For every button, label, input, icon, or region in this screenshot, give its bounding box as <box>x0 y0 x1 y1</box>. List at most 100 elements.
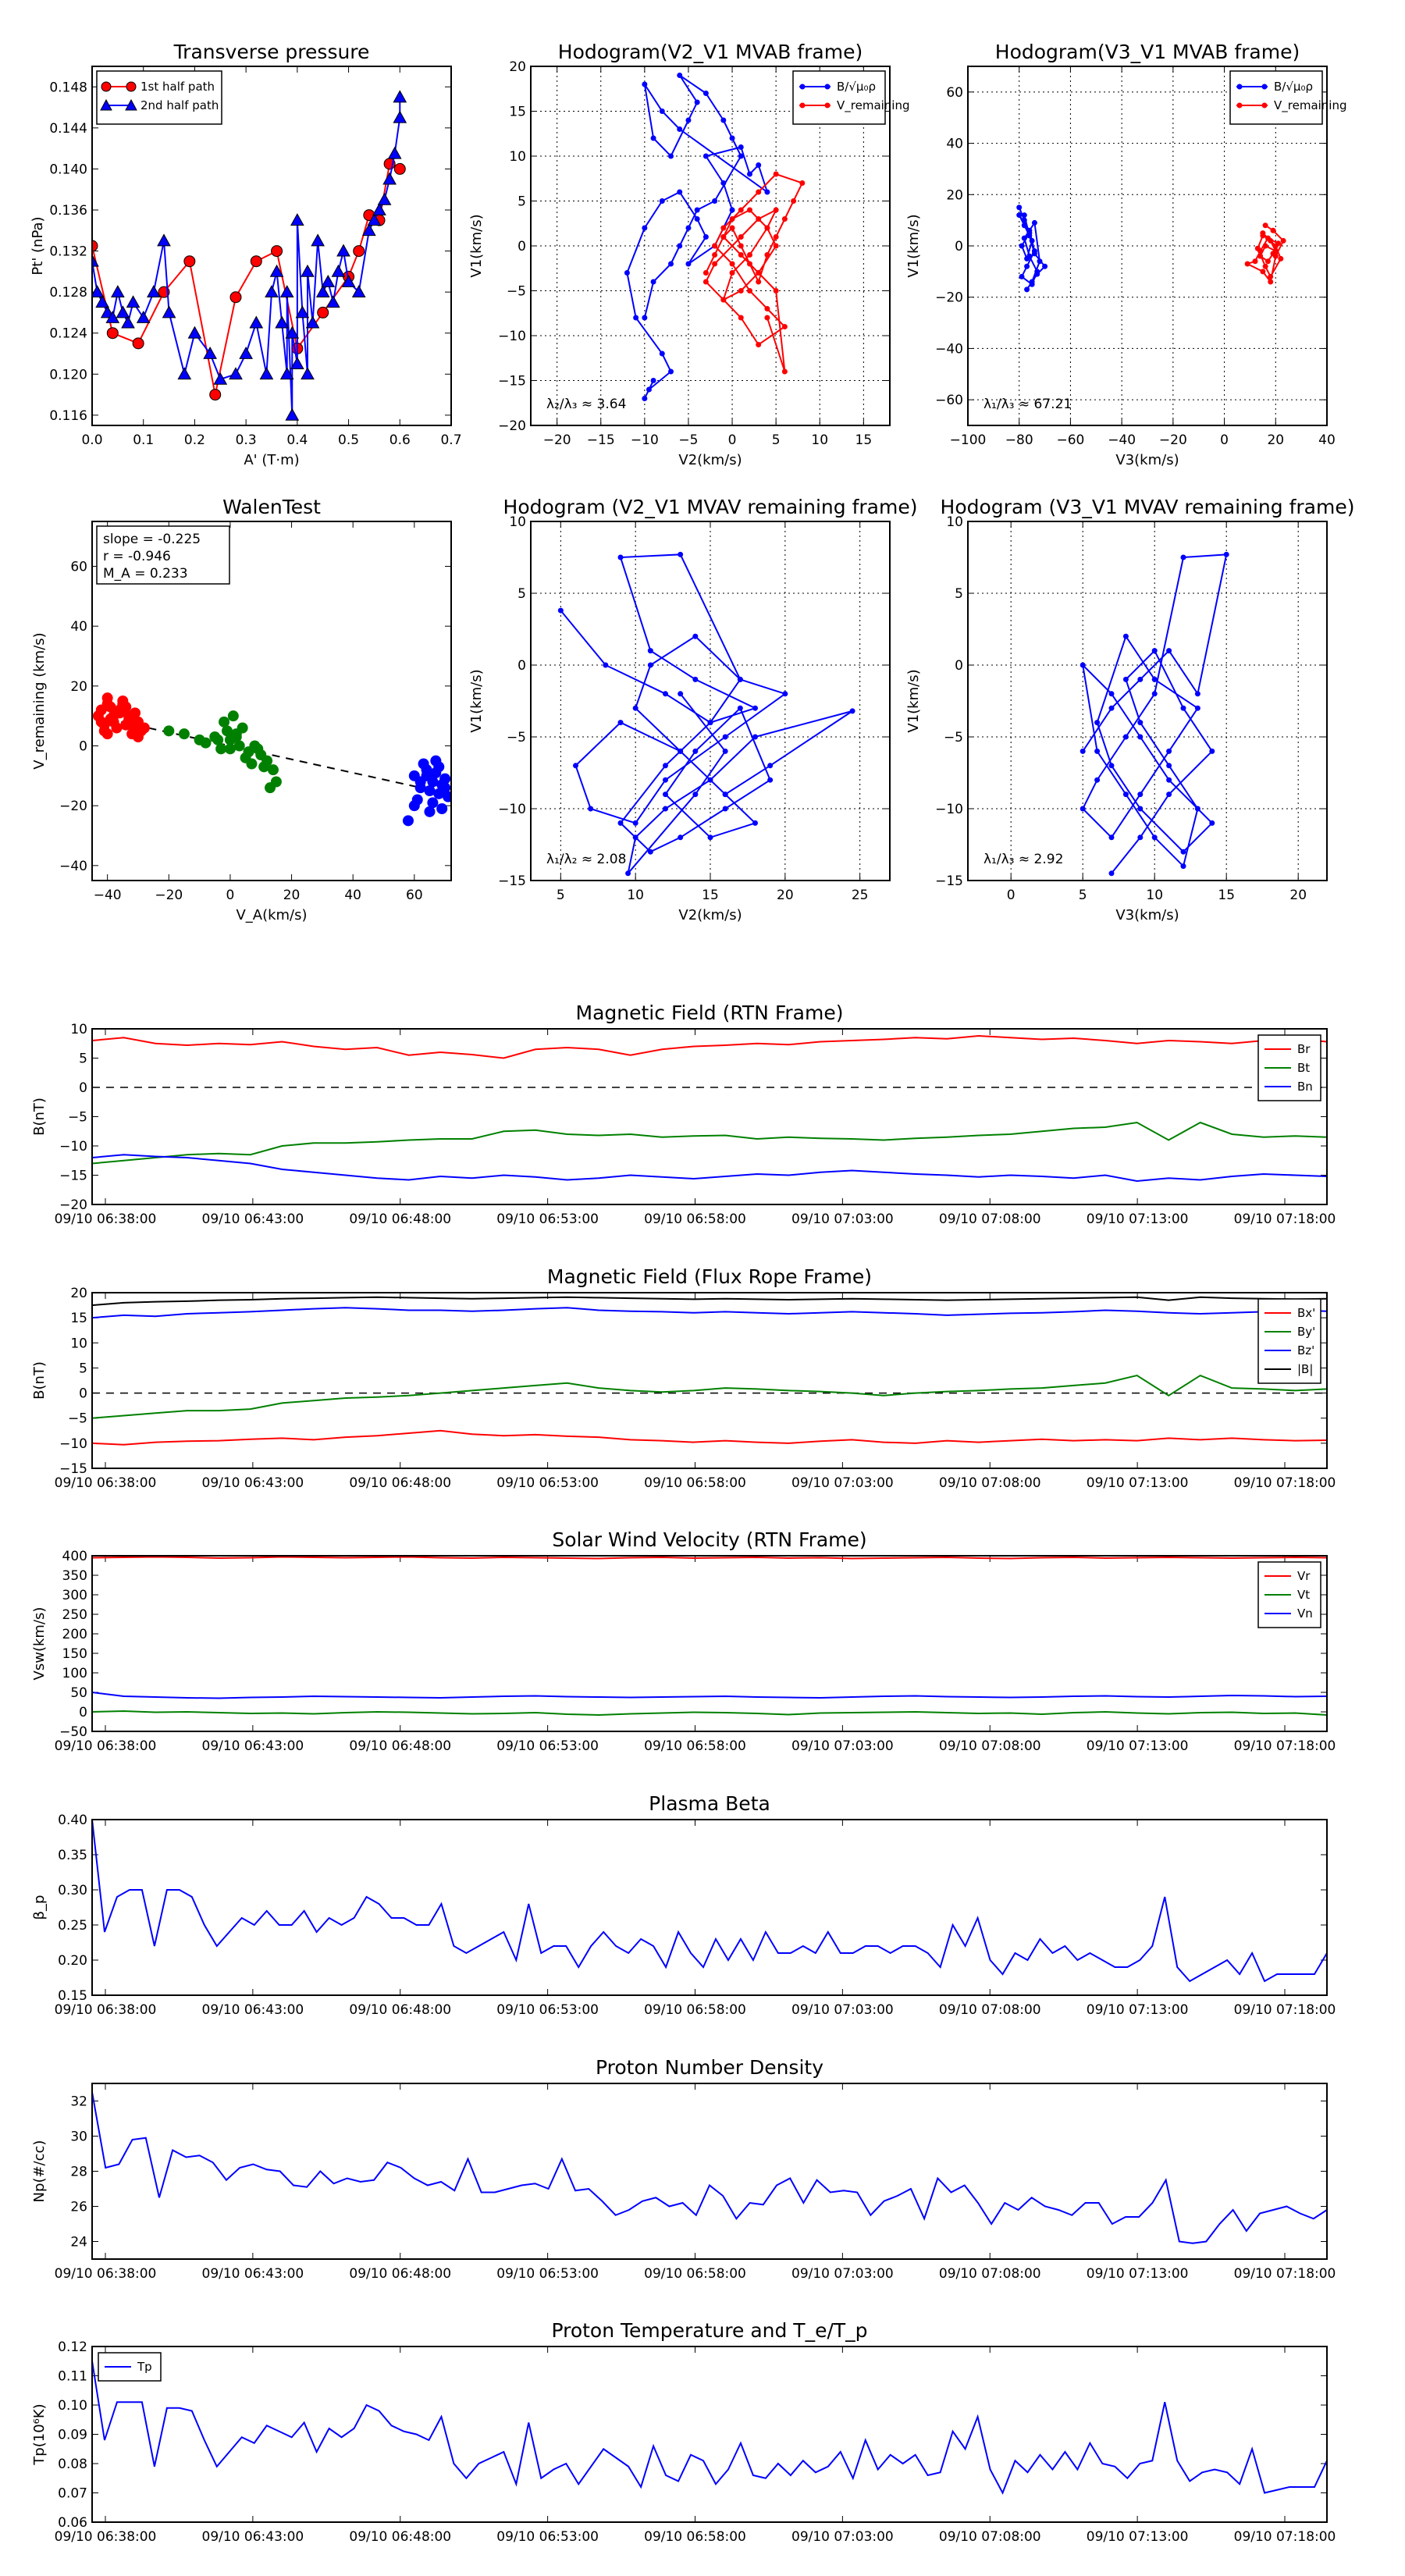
legend-marker <box>100 98 112 111</box>
data-point <box>301 367 315 380</box>
y-tick-label: 0 <box>955 658 963 674</box>
data-point <box>1021 217 1027 223</box>
time-tick-label: 09/10 06:48:00 <box>349 2266 451 2282</box>
data-point <box>230 731 242 742</box>
legend-marker <box>1236 102 1243 109</box>
time-tick-label: 09/10 07:03:00 <box>791 2002 894 2018</box>
data-point <box>265 782 276 794</box>
data-point <box>1257 253 1264 259</box>
data-point <box>617 820 624 826</box>
data-point <box>250 255 262 268</box>
series-line-bx <box>92 1429 1327 1446</box>
y-tick-label: 30 <box>70 2129 87 2145</box>
data-point <box>105 310 120 323</box>
data-point <box>1280 237 1286 244</box>
time-tick-label: 09/10 06:58:00 <box>644 1738 746 1754</box>
y-tick-label: −15 <box>935 873 963 889</box>
data-point <box>694 207 700 213</box>
data-point <box>632 834 638 841</box>
x-tick-label: 10 <box>627 888 644 903</box>
data-point <box>116 305 130 318</box>
data-point <box>427 797 439 809</box>
data-point <box>1016 205 1023 211</box>
data-point <box>436 803 448 814</box>
data-point <box>650 279 656 285</box>
plot-frame <box>91 521 452 881</box>
time-tick-label: 09/10 06:43:00 <box>202 1738 304 1754</box>
time-tick-label: 09/10 07:18:00 <box>1234 2529 1336 2545</box>
time-tick-label: 09/10 06:43:00 <box>202 1212 304 1227</box>
plasma-beta-chart: 09/10 06:38:00 09/10 06:43:00 09/10 06:48:… <box>31 1792 1336 2018</box>
data-point <box>132 731 144 742</box>
y-tick-label: 0.128 <box>49 285 87 301</box>
time-tick-label: 09/10 07:08:00 <box>939 2529 1041 2545</box>
data-point <box>588 806 594 812</box>
time-tick-label: 09/10 06:53:00 <box>496 1212 599 1227</box>
legend-box <box>1229 70 1323 125</box>
y-tick-label: −5 <box>68 1110 87 1126</box>
data-point <box>773 207 779 213</box>
time-tick-label: 09/10 07:08:00 <box>939 1738 1041 1754</box>
x-tick-label: 0.4 <box>286 432 308 448</box>
y-tick-label: 0 <box>518 239 526 254</box>
time-tick-label: 09/10 06:43:00 <box>202 2529 304 2545</box>
data-point <box>663 792 668 798</box>
data-point <box>408 800 420 812</box>
y-tick-label: 0.12 <box>58 2339 87 2355</box>
data-point <box>393 110 407 123</box>
x-tick-label: 0.2 <box>184 432 205 448</box>
time-tick-label: 09/10 06:38:00 <box>55 2529 157 2545</box>
x-tick-label: −80 <box>1005 432 1033 448</box>
legend-marker <box>824 102 831 109</box>
data-point <box>767 763 774 769</box>
y-tick-label: 10 <box>70 1336 87 1351</box>
data-point <box>1137 792 1144 798</box>
chart-title: Hodogram (V2_V1 MVAV remaining frame) <box>503 496 918 518</box>
data-point <box>271 245 283 258</box>
data-point <box>1180 554 1186 560</box>
plot-frame <box>91 66 452 426</box>
data-point <box>707 777 713 783</box>
data-point <box>1278 255 1284 262</box>
data-point <box>1108 705 1115 711</box>
y-tick-label: 0 <box>955 239 963 254</box>
stats-box <box>96 525 230 585</box>
data-point <box>746 207 752 213</box>
legend-marker <box>824 84 831 90</box>
y-tick-label: 50 <box>70 1685 87 1701</box>
y-tick-label: −20 <box>935 290 963 306</box>
data-point <box>712 198 718 204</box>
data-point <box>1042 263 1048 269</box>
time-tick-label: 09/10 07:03:00 <box>791 2529 894 2545</box>
data-point <box>781 368 788 375</box>
y-tick-label: 5 <box>79 1361 87 1376</box>
stats-line: r = -0.946 <box>103 549 171 564</box>
legend-marker <box>126 81 137 92</box>
data-point <box>692 748 699 754</box>
time-tick-label: 09/10 07:08:00 <box>939 2266 1041 2282</box>
data-point <box>1272 243 1279 249</box>
time-tick-label: 09/10 06:38:00 <box>55 2266 157 2282</box>
x-tick-label: 15 <box>855 432 873 448</box>
data-point <box>752 820 758 826</box>
data-point <box>756 162 762 168</box>
y-tick-label: −60 <box>935 393 963 408</box>
y-tick-label: 5 <box>79 1051 87 1067</box>
data-point <box>95 295 109 308</box>
x-axis-label: V2(km/s) <box>678 907 742 923</box>
series-line-vt <box>92 1710 1327 1717</box>
x-tick-label: 0 <box>226 888 235 903</box>
time-tick-label: 09/10 07:18:00 <box>1234 1738 1336 1754</box>
data-point <box>678 834 684 841</box>
data-point <box>659 350 665 357</box>
x-tick-label: −40 <box>1108 432 1136 448</box>
data-point <box>1180 863 1186 870</box>
data-point <box>1122 734 1129 740</box>
hodogram-v3-v1-mvab-plot-area <box>1016 205 1286 293</box>
y-tick-label: 10 <box>70 1022 87 1037</box>
data-point <box>729 135 735 141</box>
data-point <box>267 764 279 776</box>
y-tick-label: 20 <box>509 59 526 75</box>
x-tick-label: −20 <box>543 432 571 448</box>
y-tick-label: 5 <box>518 194 526 210</box>
